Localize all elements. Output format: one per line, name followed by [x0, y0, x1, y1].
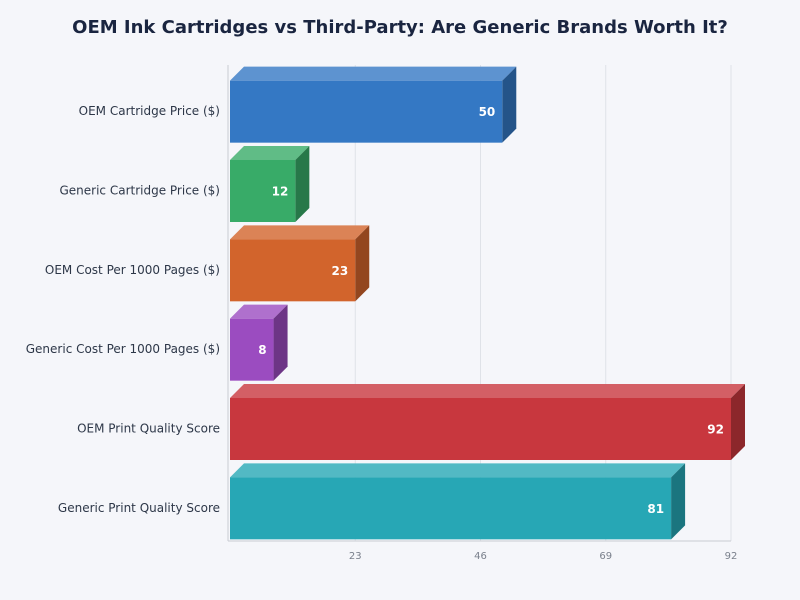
y-tick-label: Generic Print Quality Score	[58, 501, 220, 515]
bar	[230, 318, 274, 381]
bar	[230, 398, 731, 460]
y-tick-label: OEM Cartridge Price ($)	[79, 104, 220, 118]
bar-top	[230, 463, 686, 478]
value-label: 50	[479, 105, 496, 119]
bar-top	[230, 384, 745, 398]
x-tick-label: 92	[725, 551, 738, 562]
value-label: 12	[272, 185, 289, 199]
bar-side	[502, 66, 517, 143]
bar	[230, 477, 672, 540]
value-label: 8	[258, 343, 266, 357]
bar-top	[230, 66, 517, 81]
y-tick-label: Generic Cost Per 1000 Pages ($)	[26, 342, 220, 356]
bar-top	[230, 304, 288, 319]
x-tick-label: 46	[474, 551, 487, 562]
chart-title: OEM Ink Cartridges vs Third-Party: Are G…	[72, 17, 728, 38]
bar-side	[731, 384, 745, 460]
y-tick-label: Generic Cartridge Price ($)	[59, 184, 220, 198]
bar	[230, 239, 356, 302]
bar-side	[295, 146, 310, 222]
y-tick-label: OEM Print Quality Score	[77, 422, 220, 436]
value-label: 23	[332, 264, 349, 278]
value-label: 81	[647, 502, 664, 516]
bar-top	[230, 225, 370, 240]
value-label: 92	[707, 423, 724, 437]
bar-side	[671, 463, 686, 540]
bar-side	[355, 225, 370, 302]
bar-side	[273, 304, 288, 381]
bar	[230, 160, 296, 222]
x-tick-label: 69	[599, 551, 612, 562]
y-tick-label: OEM Cost Per 1000 Pages ($)	[45, 263, 220, 277]
bar	[230, 80, 503, 143]
x-tick-label: 23	[349, 551, 362, 562]
bar-top	[230, 146, 310, 160]
